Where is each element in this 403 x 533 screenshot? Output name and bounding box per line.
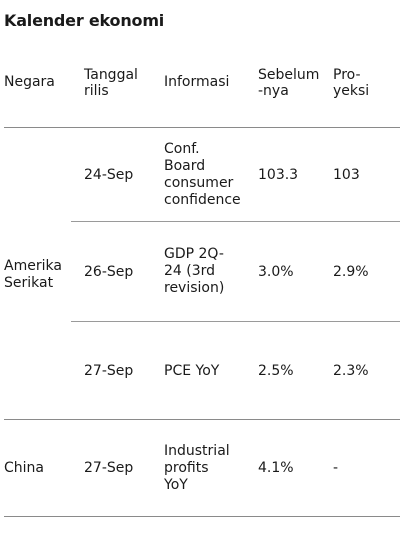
column-header-tanggal-rilis: Tanggal rilis: [84, 67, 138, 99]
table-row-prev: 4.1%: [258, 460, 294, 476]
column-header-sebelumnya: Sebelum -nya: [258, 67, 320, 99]
table-row-prev: 103.3: [258, 167, 299, 183]
table-row-proj: -: [333, 460, 339, 476]
table-row-info: PCE YoY: [164, 363, 220, 379]
row-divider: [71, 321, 400, 322]
group-divider: [4, 419, 400, 420]
country-cell-us: Amerika Serikat: [4, 258, 62, 291]
row-divider: [71, 221, 400, 222]
country-cell-china: China: [4, 460, 44, 476]
page-title: Kalender ekonomi: [4, 11, 165, 30]
table-row-date: 27-Sep: [84, 460, 134, 476]
table-row-proj: 103: [333, 167, 360, 183]
table-row-date: 24-Sep: [84, 167, 134, 183]
table-row-date: 27-Sep: [84, 363, 134, 379]
header-divider: [4, 127, 400, 128]
column-header-informasi: Informasi: [164, 74, 230, 90]
table-row-proj: 2.9%: [333, 264, 369, 280]
table-row-prev: 3.0%: [258, 264, 294, 280]
table-row-date: 26-Sep: [84, 264, 134, 280]
table-row-prev: 2.5%: [258, 363, 294, 379]
table-row-info: Industrial profits YoY: [164, 443, 230, 493]
table-row-info: GDP 2Q- 24 (3rd revision): [164, 246, 225, 296]
table-row-info: Conf. Board consumer confidence: [164, 141, 241, 208]
table-row-proj: 2.3%: [333, 363, 369, 379]
table-bottom-divider: [4, 516, 400, 517]
column-header-negara: Negara: [4, 74, 55, 90]
column-header-proyeksi: Pro- yeksi: [333, 67, 370, 99]
